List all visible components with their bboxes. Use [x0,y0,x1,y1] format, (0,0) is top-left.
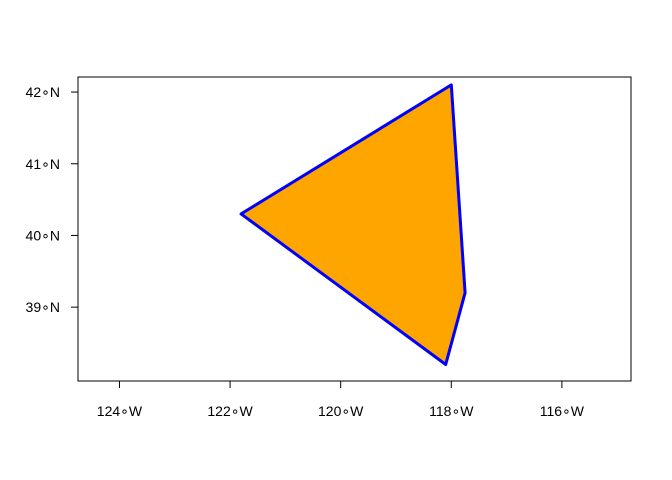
y-axis: 39∘N 40∘N 41∘N 42∘N [26,84,78,315]
x-tick-label: 122∘W [207,403,253,419]
x-tick-label: 124∘W [97,403,143,419]
y-tick-label: 41∘N [26,156,60,172]
x-tick-label: 120∘W [318,403,364,419]
y-tick-label: 42∘N [26,84,60,100]
y-tick-label: 40∘N [26,227,60,243]
x-tick-label: 118∘W [429,403,474,419]
x-tick-label: 116∘W [540,403,585,419]
y-tick-label: 39∘N [26,299,60,315]
x-axis: 124∘W 122∘W 120∘W 118∘W 116∘W [97,381,585,419]
